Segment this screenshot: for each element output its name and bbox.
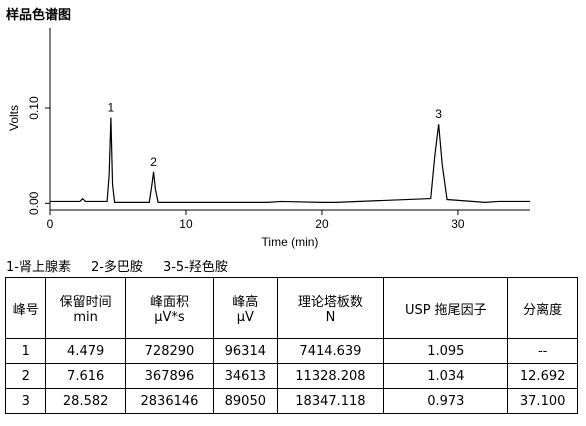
- header-text: μV: [236, 310, 254, 325]
- cell: 37.100: [507, 388, 578, 414]
- y-axis-label: Volts: [7, 105, 21, 131]
- cell: 1.034: [383, 363, 509, 389]
- header-text: 分离度: [523, 302, 563, 318]
- cell: 728290: [124, 338, 215, 364]
- header-text: 峰高: [232, 295, 259, 310]
- cell: --: [507, 338, 578, 364]
- header-cell: USP 拖尾因子: [383, 277, 509, 339]
- title: 样品色谱图: [6, 8, 72, 23]
- x-tick-label: 20: [315, 217, 329, 231]
- y-tick-label: 0.00: [27, 191, 41, 215]
- header-text: N: [325, 310, 336, 325]
- header-text: min: [73, 310, 98, 325]
- header-cell: 保留时间 min: [45, 277, 126, 339]
- cell: 28.582: [45, 388, 126, 414]
- trace: [50, 117, 530, 203]
- y-tick-label: 0.10: [27, 96, 41, 120]
- cell: 96314: [213, 338, 278, 364]
- header-text: 峰面积: [149, 295, 189, 310]
- cell: 34613: [213, 363, 278, 389]
- peak-name: 1-肾上腺素: [6, 260, 71, 275]
- peak-label: 1: [108, 101, 115, 115]
- x-axis-label: Time (min): [262, 235, 319, 249]
- peak-names: 1-肾上腺素 2-多巴胺 3-5-羟色胺: [6, 256, 248, 275]
- row: 2 7.616 367896 34613 11328.208 1.034 12.692: [4, 363, 578, 389]
- cell: 7.616: [45, 363, 126, 389]
- cell: 3: [4, 388, 47, 414]
- cell: 1: [4, 338, 47, 364]
- header-row: 峰号 保留时间 min 峰面积 μV*s 峰高 μV 理论塔板数 N USP 拖尾因子 分离度: [4, 277, 578, 339]
- cell: 2: [4, 363, 47, 389]
- results-table: 峰号 保留时间 min 峰面积 μV*s 峰高 μV 理论塔板数 N USP 拖尾因子 分离度 1 4.…: [4, 277, 578, 414]
- cell: 0.973: [383, 388, 509, 414]
- cell: 367896: [124, 363, 215, 389]
- cell: 12.692: [507, 363, 578, 389]
- header-text: 理论塔板数: [297, 295, 363, 310]
- peak-label: 2: [150, 155, 157, 169]
- header-text: 保留时间: [59, 295, 112, 310]
- header-cell: 分离度: [507, 277, 578, 339]
- cell: 1.095: [383, 338, 509, 364]
- peak-name: 3-5-羟色胺: [162, 260, 228, 275]
- x-tick-label: 10: [179, 217, 193, 231]
- header-text: 峰号: [12, 302, 39, 318]
- row: 3 28.582 2836146 89050 18347.118 0.973 37.100: [4, 388, 578, 414]
- cell: 2836146: [124, 388, 215, 414]
- cell: 11328.208: [276, 363, 385, 389]
- cell: 89050: [213, 388, 278, 414]
- header-cell: 峰面积 μV*s: [124, 277, 215, 339]
- x-tick-label: 0: [47, 217, 54, 231]
- header-text: USP 拖尾因子: [404, 302, 487, 318]
- chart: 0 10 20 30 0.00 0.10 Time (min) Volts 1 2 3: [7, 28, 530, 249]
- peak-label: 3: [435, 107, 442, 121]
- header-cell: 峰高 μV: [213, 277, 278, 339]
- row: 1 4.479 728290 96314 7414.639 1.095 --: [4, 338, 578, 364]
- header-cell: 理论塔板数 N: [276, 277, 385, 339]
- cell: 18347.118: [276, 388, 385, 414]
- peak-name: 2-多巴胺: [90, 260, 143, 275]
- header-text: μV*s: [154, 310, 185, 325]
- cell: 7414.639: [276, 338, 385, 364]
- cell: 4.479: [45, 338, 126, 364]
- x-tick-label: 30: [451, 217, 465, 231]
- header-cell: 峰号: [4, 277, 47, 339]
